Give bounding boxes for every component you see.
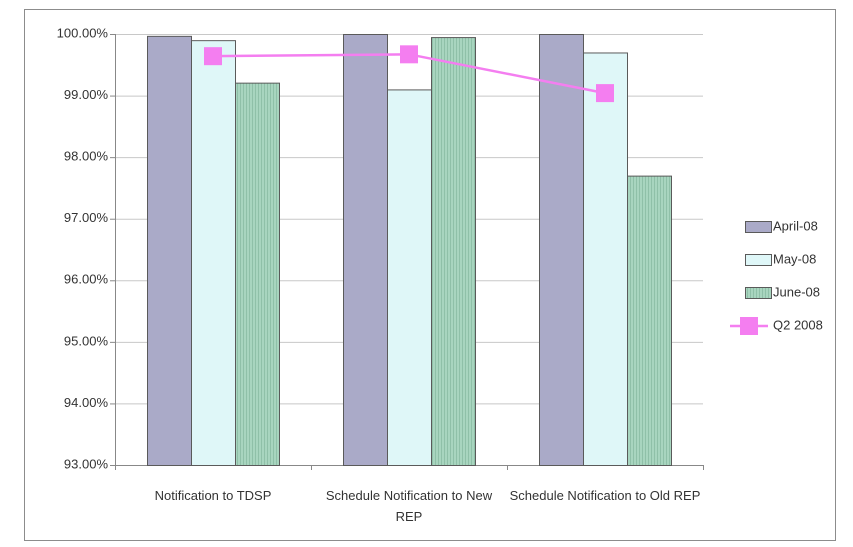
y-tick-label: 95.00%	[64, 333, 109, 348]
y-tick-label: 93.00%	[64, 456, 109, 471]
legend-swatch	[745, 221, 772, 233]
x-tick-label: Schedule Notification to New REP	[325, 488, 493, 524]
line-marker	[596, 84, 614, 103]
y-tick-label: 96.00%	[64, 272, 109, 287]
bar	[431, 37, 476, 466]
y-tick-label: 97.00%	[64, 210, 109, 225]
y-tick-label: 99.00%	[64, 87, 109, 102]
legend-swatch	[745, 287, 772, 299]
bar	[191, 40, 236, 467]
line-marker	[400, 45, 418, 64]
legend-label: Q2 2008	[773, 317, 823, 332]
legend-swatch	[745, 254, 772, 266]
bar	[627, 175, 672, 466]
legend-label: June-08	[773, 284, 820, 299]
bar	[539, 34, 584, 466]
line-marker	[204, 47, 222, 66]
bar	[235, 82, 280, 467]
bar	[583, 52, 628, 466]
legend-label: May-08	[773, 251, 816, 266]
legend-label: April-08	[773, 218, 818, 233]
bar	[147, 35, 192, 467]
bar	[387, 89, 432, 467]
x-tick-label: Schedule Notification to Old REP	[509, 488, 701, 503]
y-tick-label: 100.00%	[57, 25, 109, 40]
y-tick-label: 94.00%	[64, 395, 109, 410]
y-tick-label: 98.00%	[64, 149, 109, 164]
legend-marker	[740, 317, 758, 335]
x-tick-label: Notification to TDSP	[154, 488, 272, 503]
bar	[343, 34, 388, 466]
